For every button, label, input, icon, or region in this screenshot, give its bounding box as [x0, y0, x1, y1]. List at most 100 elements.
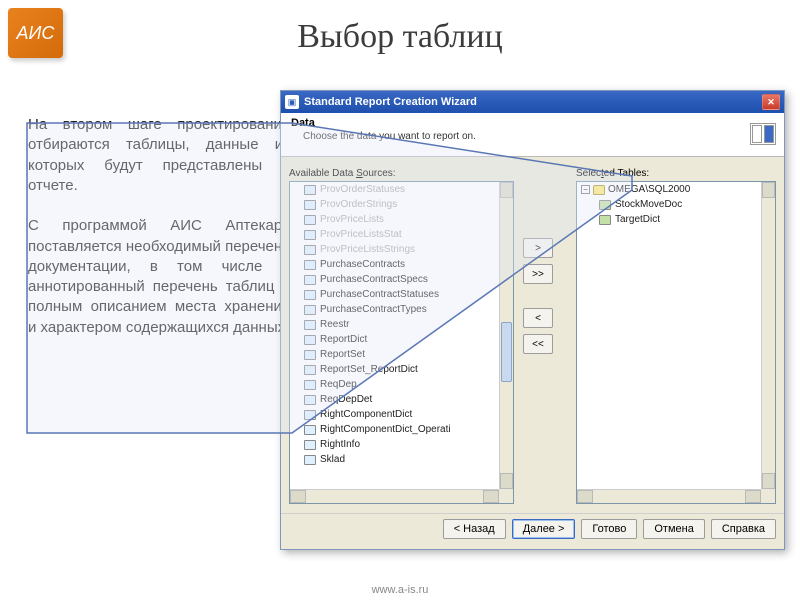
- body-para-1: На втором шаге проектирования отбираются…: [28, 115, 290, 196]
- list-item[interactable]: RightComponentDict_Operati: [290, 422, 499, 437]
- table-icon: [599, 215, 611, 225]
- table-icon: [304, 290, 316, 300]
- table-icon: [304, 350, 316, 360]
- selected-list-inner: − OMEGA\SQL2000 StockMoveDoc TargetDict: [577, 182, 761, 489]
- list-item-label: ProvPriceListsStat: [320, 229, 402, 240]
- list-item-label: Sklad: [320, 454, 345, 465]
- list-item-label: ProvPriceListsStrings: [320, 244, 415, 255]
- remove-all-button[interactable]: <<: [523, 334, 553, 354]
- tree-root-label: OMEGA\SQL2000: [608, 184, 690, 195]
- next-button[interactable]: Далее >: [512, 519, 576, 539]
- cancel-button[interactable]: Отмена: [643, 519, 704, 539]
- list-item[interactable]: ReportDict: [290, 332, 499, 347]
- tree-root[interactable]: − OMEGA\SQL2000: [577, 182, 761, 197]
- table-icon: [304, 320, 316, 330]
- list-item[interactable]: PurchaseContractSpecs: [290, 272, 499, 287]
- add-all-button[interactable]: >>: [523, 264, 553, 284]
- window-title: Standard Report Creation Wizard: [304, 96, 762, 108]
- list-item[interactable]: ProvOrderStatuses: [290, 182, 499, 197]
- list-item-label: ProvOrderStatuses: [320, 184, 405, 195]
- list-item-label: ReportSet: [320, 349, 365, 360]
- slide-body: На втором шаге проектирования отбираются…: [28, 115, 290, 338]
- table-icon: [304, 230, 316, 240]
- table-icon: [599, 200, 611, 210]
- table-icon: [304, 215, 316, 225]
- list-item[interactable]: ProvPriceListsStrings: [290, 242, 499, 257]
- list-item[interactable]: ReqDepDet: [290, 392, 499, 407]
- list-item[interactable]: PurchaseContractStatuses: [290, 287, 499, 302]
- table-icon: [304, 260, 316, 270]
- table-icon: [304, 305, 316, 315]
- selected-listbox[interactable]: − OMEGA\SQL2000 StockMoveDoc TargetDict: [576, 181, 776, 504]
- selected-scroll-h[interactable]: [577, 489, 761, 503]
- scroll-thumb[interactable]: [501, 322, 512, 382]
- table-icon: [304, 380, 316, 390]
- list-item[interactable]: PurchaseContracts: [290, 257, 499, 272]
- available-listbox[interactable]: ProvOrderStatusesProvOrderStringsProvPri…: [289, 181, 514, 504]
- list-item[interactable]: ReqDep: [290, 377, 499, 392]
- back-button[interactable]: < Назад: [443, 519, 506, 539]
- list-item[interactable]: ProvPriceLists: [290, 212, 499, 227]
- list-item-label: ReportDict: [320, 334, 367, 345]
- slide-title: Выбор таблиц: [297, 18, 503, 56]
- list-item[interactable]: Reestr: [290, 317, 499, 332]
- wizard-header-title: Data: [291, 117, 774, 129]
- list-item[interactable]: RightComponentDict: [290, 407, 499, 422]
- list-item[interactable]: RightInfo: [290, 437, 499, 452]
- selected-scroll-v[interactable]: [761, 182, 775, 489]
- available-column: Available Data Sources: ProvOrderStatuse…: [289, 168, 514, 507]
- list-item-label: PurchaseContractTypes: [320, 304, 427, 315]
- body-para-2: С программой АИС Аптекарь поставляется н…: [28, 216, 290, 338]
- table-icon: [304, 455, 316, 465]
- lists-area: Available Data Sources: ProvOrderStatuse…: [289, 168, 776, 507]
- selected-label: Selected Tables:: [576, 168, 776, 179]
- scroll-corner: [761, 489, 775, 503]
- list-item[interactable]: ReportSet_ReportDict: [290, 362, 499, 377]
- titlebar[interactable]: ▣ Standard Report Creation Wizard ✕: [281, 91, 784, 113]
- list-item-label: RightComponentDict: [320, 409, 412, 420]
- wizard-body: Data Choose the data you want to report …: [281, 113, 784, 549]
- app-icon: ▣: [285, 95, 299, 109]
- table-icon: [304, 395, 316, 405]
- list-item-label: ReqDepDet: [320, 394, 372, 405]
- tree-item[interactable]: TargetDict: [577, 212, 761, 227]
- list-item-label: RightComponentDict_Operati: [320, 424, 451, 435]
- available-label: Available Data Sources:: [289, 168, 514, 179]
- finish-button[interactable]: Готово: [581, 519, 637, 539]
- table-icon: [304, 335, 316, 345]
- list-item-label: Reestr: [320, 319, 349, 330]
- table-icon: [304, 200, 316, 210]
- scroll-corner: [499, 489, 513, 503]
- list-item[interactable]: ProvOrderStrings: [290, 197, 499, 212]
- tree-item-label: TargetDict: [615, 214, 660, 225]
- wizard-header-sub: Choose the data you want to report on.: [303, 131, 774, 142]
- tree-toggle-icon[interactable]: −: [581, 185, 590, 194]
- table-icon: [304, 245, 316, 255]
- logo-text: АИС: [17, 23, 55, 44]
- list-item[interactable]: Sklad: [290, 452, 499, 467]
- table-icon: [304, 185, 316, 195]
- list-item-label: PurchaseContracts: [320, 259, 405, 270]
- table-icon: [304, 365, 316, 375]
- add-button[interactable]: >: [523, 238, 553, 258]
- slide-footer: www.a-is.ru: [372, 584, 429, 596]
- list-item-label: PurchaseContractStatuses: [320, 289, 439, 300]
- available-scroll-v[interactable]: [499, 182, 513, 489]
- list-item[interactable]: ReportSet: [290, 347, 499, 362]
- close-button[interactable]: ✕: [762, 94, 780, 110]
- list-item-label: ReqDep: [320, 379, 357, 390]
- tree-item[interactable]: StockMoveDoc: [577, 197, 761, 212]
- list-item-label: ReportSet_ReportDict: [320, 364, 418, 375]
- button-bar: < Назад Далее > Готово Отмена Справка: [281, 513, 784, 543]
- table-icon: [304, 275, 316, 285]
- database-icon: [593, 185, 605, 195]
- list-item-label: PurchaseContractSpecs: [320, 274, 428, 285]
- list-item[interactable]: ProvPriceListsStat: [290, 227, 499, 242]
- tree-item-label: StockMoveDoc: [615, 199, 682, 210]
- remove-button[interactable]: <: [523, 308, 553, 328]
- help-button[interactable]: Справка: [711, 519, 776, 539]
- list-item[interactable]: PurchaseContractTypes: [290, 302, 499, 317]
- table-icon: [304, 425, 316, 435]
- available-scroll-h[interactable]: [290, 489, 499, 503]
- selected-column: Selected Tables: − OMEGA\SQL2000 StockMo…: [576, 168, 776, 507]
